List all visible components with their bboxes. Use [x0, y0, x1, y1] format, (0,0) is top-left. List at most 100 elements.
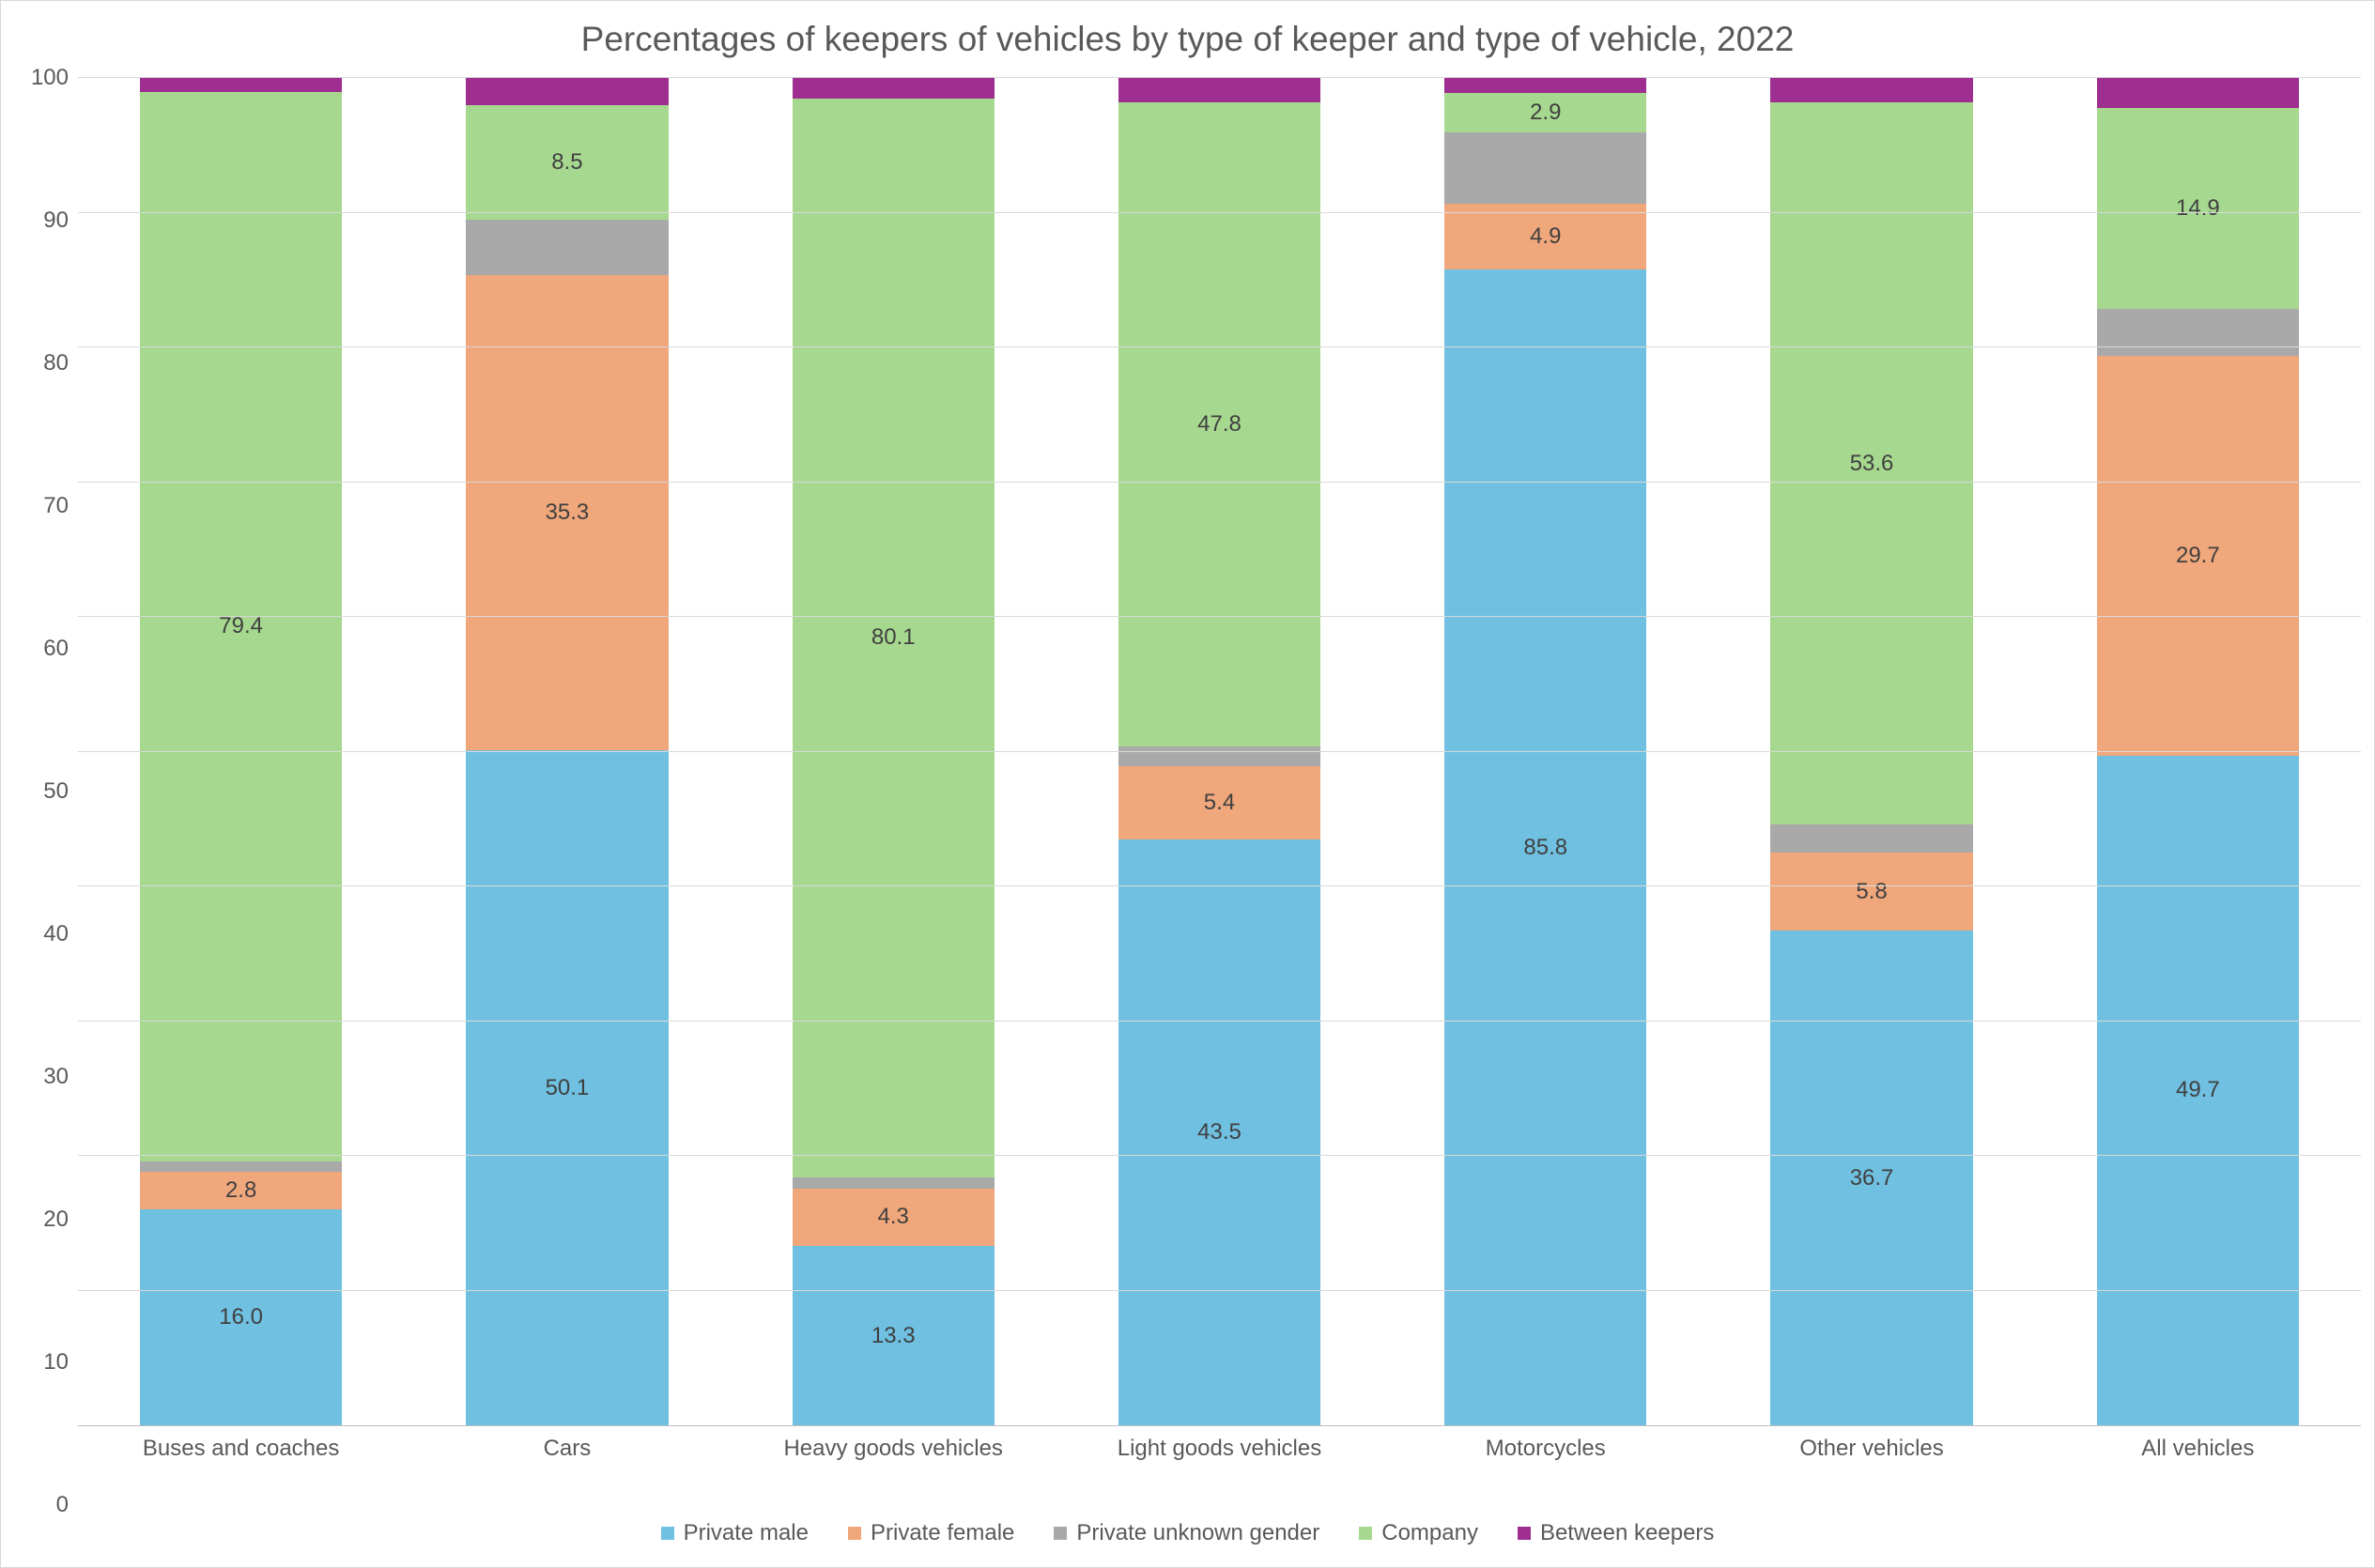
y-tick-label: 100: [31, 65, 69, 91]
y-tick-label: 0: [56, 1492, 69, 1518]
bar-segment: 13.3: [793, 1246, 995, 1425]
data-label: 85.8: [1523, 835, 1567, 861]
plot-and-x: 16.0 2.8 79.4 50.1 35.3 8.5 13.3 4.3 80.1 43.5 5.4…: [78, 78, 2361, 1505]
data-label: 4.9: [1530, 223, 1561, 250]
y-tick-label: 20: [43, 1207, 69, 1233]
data-label: 16.0: [219, 1304, 263, 1330]
legend-label: Private male: [684, 1520, 809, 1546]
bar-segment: 36.7: [1770, 930, 1972, 1425]
x-axis-label: Heavy goods vehicles: [731, 1426, 1056, 1505]
data-label: 49.7: [2176, 1077, 2220, 1103]
chart-frame: Percentages of keepers of vehicles by ty…: [0, 0, 2375, 1568]
data-label: 35.3: [546, 500, 590, 526]
data-label: 53.6: [1850, 451, 1894, 477]
bar-segment: [793, 1177, 995, 1188]
data-label: 36.7: [1850, 1165, 1894, 1191]
bar-slot: 16.0 2.8 79.4: [78, 78, 404, 1425]
x-axis-label: All vehicles: [2035, 1426, 2361, 1505]
legend-label: Company: [1381, 1520, 1478, 1546]
gridline: [78, 482, 2361, 483]
gridline: [78, 751, 2361, 752]
gridline: [78, 616, 2361, 617]
data-label: 2.8: [225, 1177, 256, 1204]
bar-segment: 29.7: [2097, 356, 2299, 756]
y-tick-label: 50: [43, 778, 69, 805]
legend-swatch: [1518, 1527, 1531, 1540]
bar-segment: 53.6: [1770, 102, 1972, 824]
legend-item: Company: [1359, 1520, 1478, 1546]
bar-segment: [1444, 78, 1646, 93]
legend-item: Private female: [848, 1520, 1014, 1546]
x-axis-label: Buses and coaches: [78, 1426, 404, 1505]
bar: 16.0 2.8 79.4: [140, 78, 342, 1425]
bar-segment: 16.0: [140, 1209, 342, 1425]
bar-segment: [140, 1161, 342, 1172]
gridline: [78, 885, 2361, 886]
bar-segment: 80.1: [793, 99, 995, 1177]
bar-segment: 85.8: [1444, 269, 1646, 1425]
legend-swatch: [848, 1527, 861, 1540]
bar-segment: [793, 78, 995, 99]
bar-segment: 43.5: [1118, 839, 1320, 1425]
gridline: [78, 1155, 2361, 1156]
legend-label: Private unknown gender: [1076, 1520, 1319, 1546]
y-tick-label: 90: [43, 208, 69, 234]
legend-item: Private male: [661, 1520, 809, 1546]
data-label: 29.7: [2176, 543, 2220, 569]
y-axis: 0102030405060708090100: [14, 78, 78, 1505]
legend-item: Private unknown gender: [1054, 1520, 1319, 1546]
bar: 50.1 35.3 8.5: [466, 78, 668, 1425]
legend-swatch: [661, 1527, 674, 1540]
y-tick-label: 70: [43, 493, 69, 519]
y-tick-label: 60: [43, 636, 69, 662]
bar-segment: 2.8: [140, 1172, 342, 1209]
data-label: 47.8: [1197, 411, 1241, 438]
bar-segment: 5.8: [1770, 853, 1972, 930]
bar-slot: 49.729.714.9: [2035, 78, 2361, 1425]
bar-segment: [2097, 78, 2299, 108]
bar-segment: 49.7: [2097, 756, 2299, 1425]
legend-item: Between keepers: [1518, 1520, 1714, 1546]
x-axis-label: Light goods vehicles: [1056, 1426, 1382, 1505]
bar-slot: 43.5 5.4 47.8: [1056, 78, 1382, 1425]
gridline: [78, 346, 2361, 347]
x-axis-label: Motorcycles: [1382, 1426, 1708, 1505]
legend-swatch: [1359, 1527, 1372, 1540]
bar-segment: 4.3: [793, 1189, 995, 1247]
data-label: 13.3: [871, 1323, 916, 1349]
y-tick-label: 10: [43, 1349, 69, 1376]
gridline: [78, 1021, 2361, 1022]
y-tick-label: 40: [43, 921, 69, 947]
plot-row: 0102030405060708090100 16.02.879.450.135…: [14, 78, 2361, 1505]
bar-segment: [140, 78, 342, 91]
bar: 36.7 5.8 53.6: [1770, 78, 1972, 1425]
data-label: 2.9: [1530, 100, 1561, 126]
bar-segment: [1770, 824, 1972, 853]
bar-segment: [1444, 132, 1646, 204]
bar-segment: [466, 220, 668, 275]
bar-segment: [2097, 309, 2299, 356]
legend-label: Between keepers: [1540, 1520, 1714, 1546]
bar-segment: 50.1: [466, 750, 668, 1425]
data-label: 43.5: [1197, 1119, 1241, 1145]
legend: Private male Private female Private unknow…: [14, 1505, 2361, 1550]
legend-label: Private female: [871, 1520, 1014, 1546]
data-label: 80.1: [871, 624, 916, 651]
bar: 13.3 4.3 80.1: [793, 78, 995, 1425]
y-tick-label: 30: [43, 1064, 69, 1090]
gridline: [78, 212, 2361, 213]
bar: 43.5 5.4 47.8: [1118, 78, 1320, 1425]
bar-slot: 50.1 35.3 8.5: [404, 78, 730, 1425]
bar-slot: 13.3 4.3 80.1: [731, 78, 1056, 1425]
bar: 85.8 4.9 2.9: [1444, 78, 1646, 1425]
data-label: 8.5: [551, 149, 582, 176]
data-label: 79.4: [219, 613, 263, 639]
bar-segment: 79.4: [140, 92, 342, 1161]
bar-segment: 4.9: [1444, 204, 1646, 269]
gridline: [78, 77, 2361, 78]
x-axis-label: Other vehicles: [1708, 1426, 2034, 1505]
y-tick-label: 80: [43, 350, 69, 377]
data-label: 50.1: [546, 1075, 590, 1101]
x-axis: Buses and coachesCarsHeavy goods vehicle…: [78, 1426, 2361, 1505]
data-label: 5.4: [1204, 790, 1235, 816]
